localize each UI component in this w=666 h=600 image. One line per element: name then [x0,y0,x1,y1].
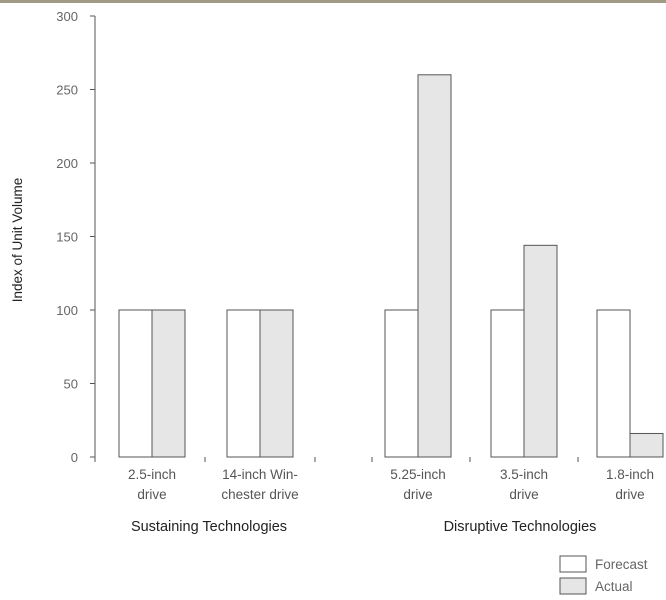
legend: Forecast Actual [559,555,648,595]
category-label-line2: chester drive [221,487,298,502]
bar-actual-2 [417,74,452,458]
category-label-line2: drive [137,487,166,502]
y-tick-label: 150 [56,230,78,245]
category-label-line2: drive [615,487,644,502]
bar-actual-0 [151,309,186,458]
y-tick-label: 300 [56,9,78,24]
legend-swatch-actual [559,577,587,595]
group-label: Sustaining Technologies [131,519,287,535]
bar-forecast-0 [118,309,153,458]
bar-forecast-3 [490,309,525,458]
category-label-line1: 1.8-inch [606,467,654,482]
category-label-line1: 5.25-inch [390,467,446,482]
category-label-line1: 3.5-inch [500,467,548,482]
legend-label-actual: Actual [595,579,633,594]
y-tick-label: 50 [64,377,78,392]
category-labels: 2.5-inch drive 14-inch Win-chester drive 5.… [128,467,654,502]
top-border-line [0,0,666,3]
bar-actual-4 [629,432,664,458]
y-tick-label: 0 [71,450,78,465]
bar-forecast-4 [596,309,631,458]
category-label-line1: 2.5-inch [128,467,176,482]
bar-actual-1 [259,309,294,458]
y-axis: 0 50 100 150 200 250 300 [56,9,579,465]
y-tick-label: 200 [56,156,78,171]
legend-swatch-forecast [559,555,587,573]
legend-label-forecast: Forecast [595,557,648,572]
bar-actual-3 [523,244,558,458]
group-label: Disruptive Technologies [444,519,597,535]
y-axis-label: Index of Unit Volume [10,178,25,303]
category-label-line2: drive [403,487,432,502]
y-tick-label: 250 [56,83,78,98]
y-tick-label: 100 [56,303,78,318]
bar-forecast-1 [226,309,261,458]
category-label-line1: 14-inch Win- [222,467,298,482]
bar-forecast-2 [384,309,419,458]
category-label-line2: drive [509,487,538,502]
bars [118,74,664,458]
group-labels: Sustaining Technologies Disruptive Techno… [131,519,597,535]
